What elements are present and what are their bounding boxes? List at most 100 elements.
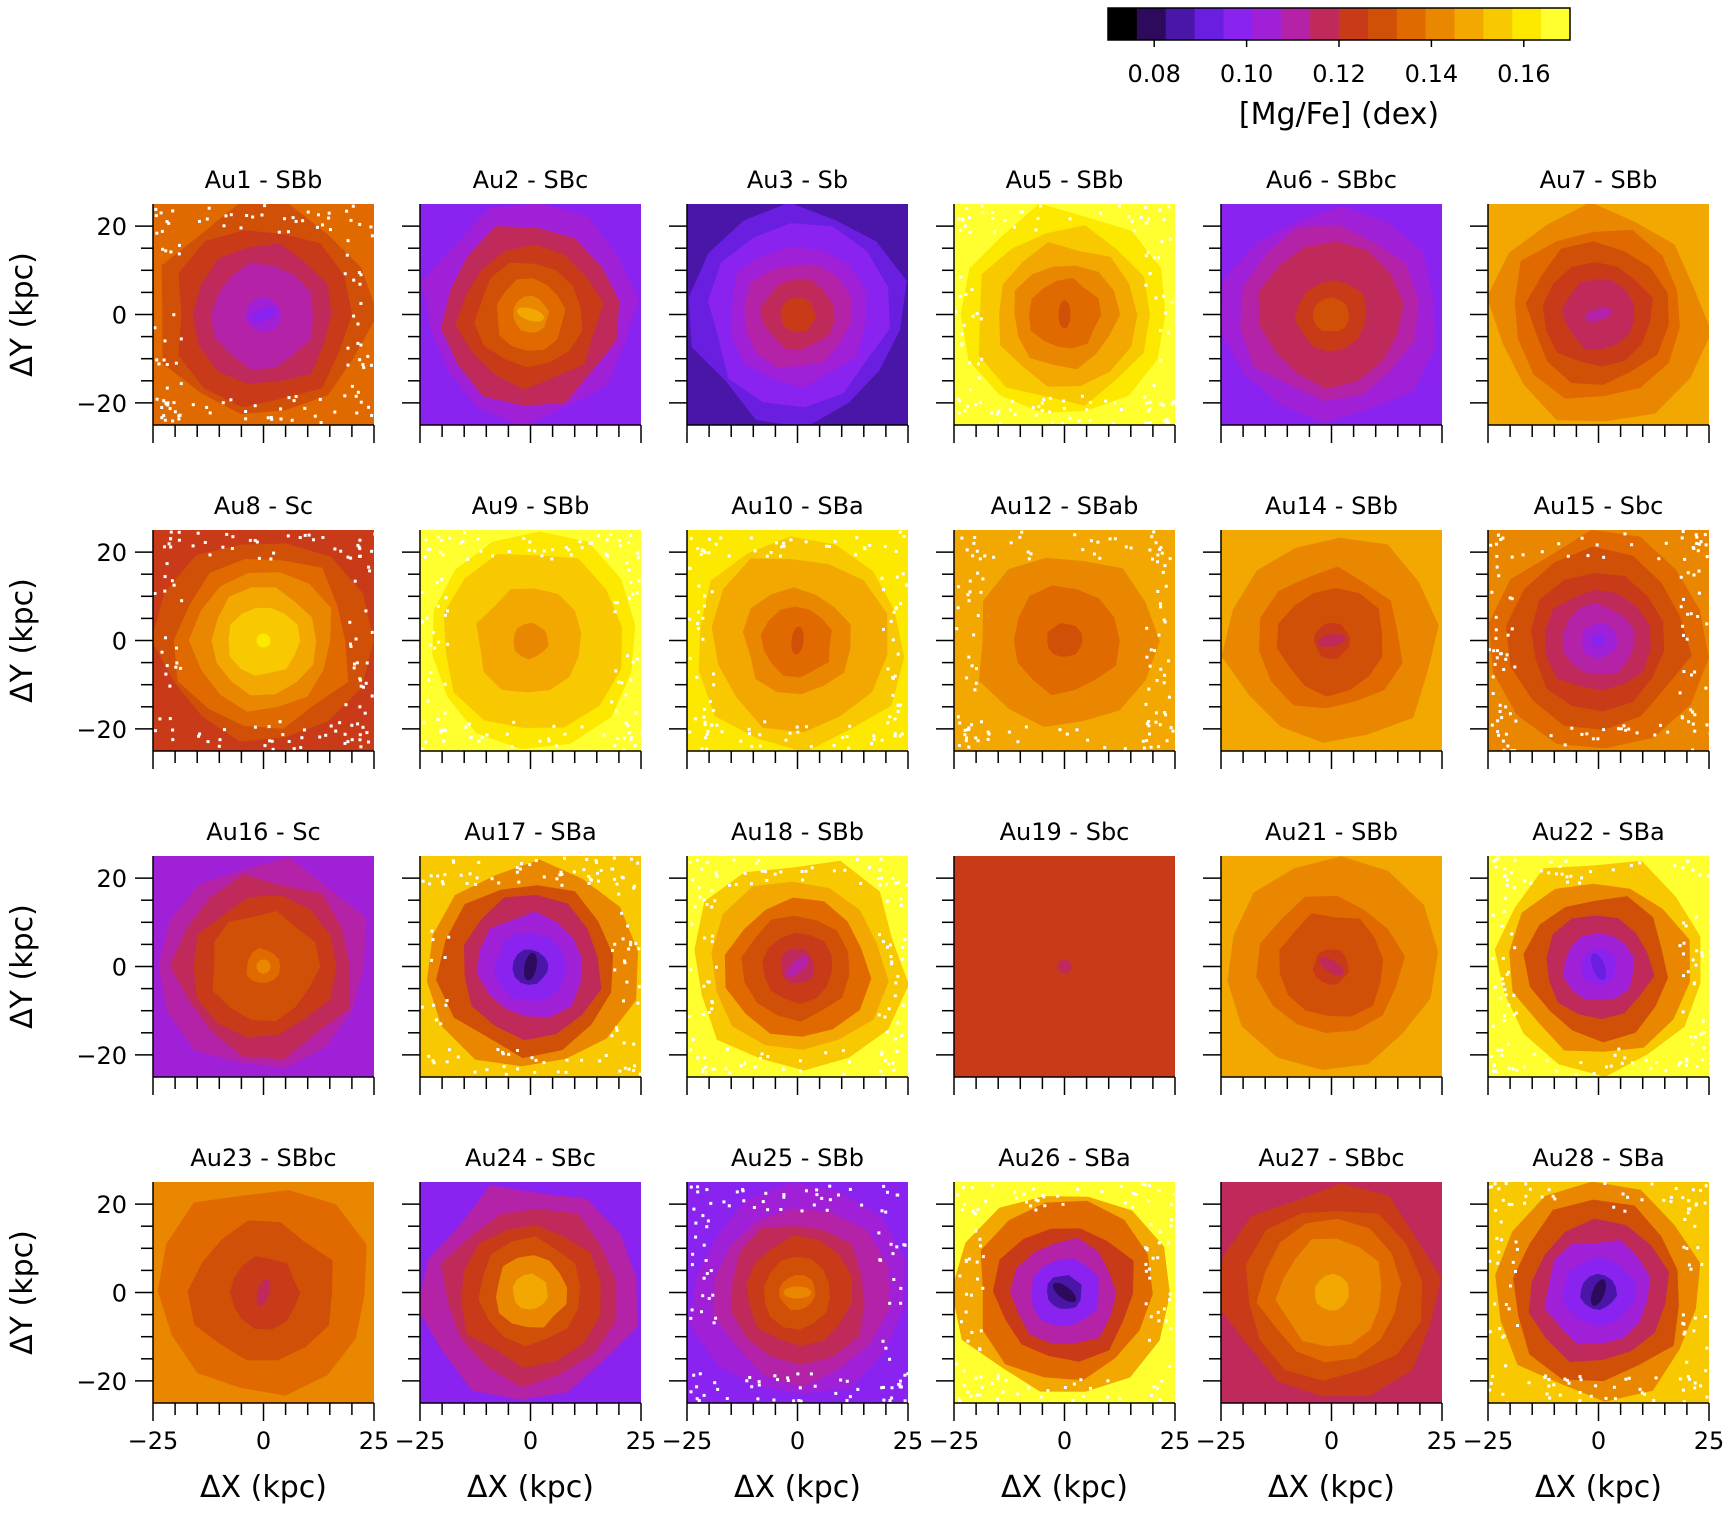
map-empty-pixel — [876, 877, 880, 880]
map-empty-pixel — [244, 417, 248, 421]
map-empty-pixel — [1510, 932, 1514, 936]
map-empty-pixel — [970, 1186, 974, 1190]
map-empty-pixel — [564, 546, 568, 549]
map-empty-pixel — [1678, 691, 1682, 695]
map-empty-pixel — [1098, 556, 1102, 560]
map-empty-pixel — [1063, 407, 1066, 410]
map-empty-pixel — [1619, 727, 1623, 731]
map-empty-pixel — [872, 734, 876, 738]
map-empty-pixel — [333, 410, 337, 414]
map-empty-pixel — [760, 1052, 764, 1056]
map-empty-pixel — [700, 1310, 703, 1314]
map-empty-pixel — [622, 999, 625, 1003]
y-tick-label: 0 — [112, 302, 127, 330]
map-empty-pixel — [629, 678, 633, 682]
map-empty-pixel — [974, 1376, 978, 1380]
map-empty-pixel — [960, 1208, 964, 1212]
map-empty-pixel — [798, 1059, 802, 1063]
map-empty-pixel — [991, 211, 995, 214]
map-empty-pixel — [587, 875, 591, 878]
map-empty-pixel — [879, 857, 883, 861]
map-empty-pixel — [461, 540, 465, 543]
map-empty-pixel — [467, 722, 471, 726]
map-empty-pixel — [1162, 681, 1166, 685]
map-empty-pixel — [1489, 1381, 1493, 1385]
map-empty-pixel — [1686, 571, 1690, 575]
map-empty-pixel — [1502, 748, 1506, 751]
map-empty-pixel — [1129, 546, 1133, 550]
map-empty-pixel — [542, 875, 546, 879]
map-empty-pixel — [1490, 723, 1494, 727]
map-empty-pixel — [343, 394, 347, 398]
panel: Au17 - SBa — [402, 818, 642, 1095]
colorbar-segment — [1541, 8, 1571, 40]
map-empty-pixel — [712, 672, 715, 676]
map-empty-pixel — [702, 1012, 705, 1016]
map-empty-pixel — [1494, 1209, 1498, 1212]
map-empty-pixel — [1691, 868, 1695, 872]
map-empty-pixel — [1685, 1247, 1689, 1250]
map-empty-pixel — [689, 968, 693, 972]
map-empty-pixel — [355, 661, 359, 665]
map-empty-pixel — [245, 214, 249, 217]
map-empty-pixel — [704, 1259, 708, 1262]
map-empty-pixel — [820, 1196, 824, 1200]
map-empty-pixel — [1621, 1192, 1625, 1196]
map-empty-pixel — [459, 541, 463, 545]
map-empty-pixel — [1108, 537, 1112, 541]
map-empty-pixel — [698, 895, 702, 899]
map-empty-pixel — [1080, 394, 1084, 398]
map-empty-pixel — [962, 323, 966, 327]
map-empty-pixel — [880, 1052, 884, 1056]
map-empty-pixel — [970, 664, 974, 668]
map-empty-pixel — [480, 735, 484, 739]
map-bar — [1590, 953, 1607, 980]
map-empty-pixel — [1682, 1245, 1686, 1249]
map-empty-pixel — [896, 652, 900, 656]
map-empty-pixel — [595, 861, 598, 864]
map-empty-pixel — [623, 959, 626, 963]
map-empty-pixel — [1143, 395, 1147, 399]
map-empty-pixel — [1159, 546, 1163, 550]
map-empty-pixel — [357, 545, 361, 549]
map-empty-pixel — [427, 1054, 431, 1058]
panel-title: Au10 - SBa — [731, 492, 864, 520]
map-empty-pixel — [1492, 859, 1496, 863]
map-empty-pixel — [1691, 722, 1695, 726]
map-empty-pixel — [169, 537, 172, 541]
map-empty-pixel — [797, 1399, 801, 1402]
map-empty-pixel — [1705, 1395, 1709, 1399]
map-empty-pixel — [1113, 537, 1117, 541]
map-empty-pixel — [1698, 873, 1702, 877]
map-empty-pixel — [763, 870, 767, 874]
map-empty-pixel — [710, 940, 714, 944]
map-empty-pixel — [627, 731, 631, 735]
map-empty-pixel — [702, 1276, 706, 1280]
map-empty-pixel — [221, 401, 225, 405]
map-empty-pixel — [980, 357, 984, 361]
map-empty-pixel — [324, 733, 328, 737]
map-empty-pixel — [1496, 649, 1499, 653]
map-empty-pixel — [702, 1393, 706, 1397]
x-tick-label: −25 — [662, 1427, 713, 1455]
map-empty-pixel — [1511, 1067, 1515, 1071]
map-empty-pixel — [1148, 664, 1152, 668]
map-empty-pixel — [605, 554, 609, 558]
map-empty-pixel — [905, 883, 908, 887]
map-empty-pixel — [1682, 974, 1685, 978]
map-empty-pixel — [761, 1200, 765, 1204]
map-empty-pixel — [1540, 1195, 1544, 1199]
map-empty-pixel — [251, 215, 255, 219]
map-empty-pixel — [166, 403, 170, 407]
map-empty-pixel — [172, 401, 176, 405]
map-empty-pixel — [351, 204, 355, 208]
map-empty-pixel — [878, 883, 882, 887]
map-empty-pixel — [1674, 1187, 1678, 1190]
map-empty-pixel — [898, 530, 902, 534]
map-empty-pixel — [496, 1048, 500, 1051]
map-empty-pixel — [292, 399, 296, 403]
map-empty-pixel — [270, 417, 274, 421]
map-empty-pixel — [971, 314, 975, 318]
map-empty-pixel — [364, 681, 368, 685]
map-empty-pixel — [465, 882, 469, 885]
